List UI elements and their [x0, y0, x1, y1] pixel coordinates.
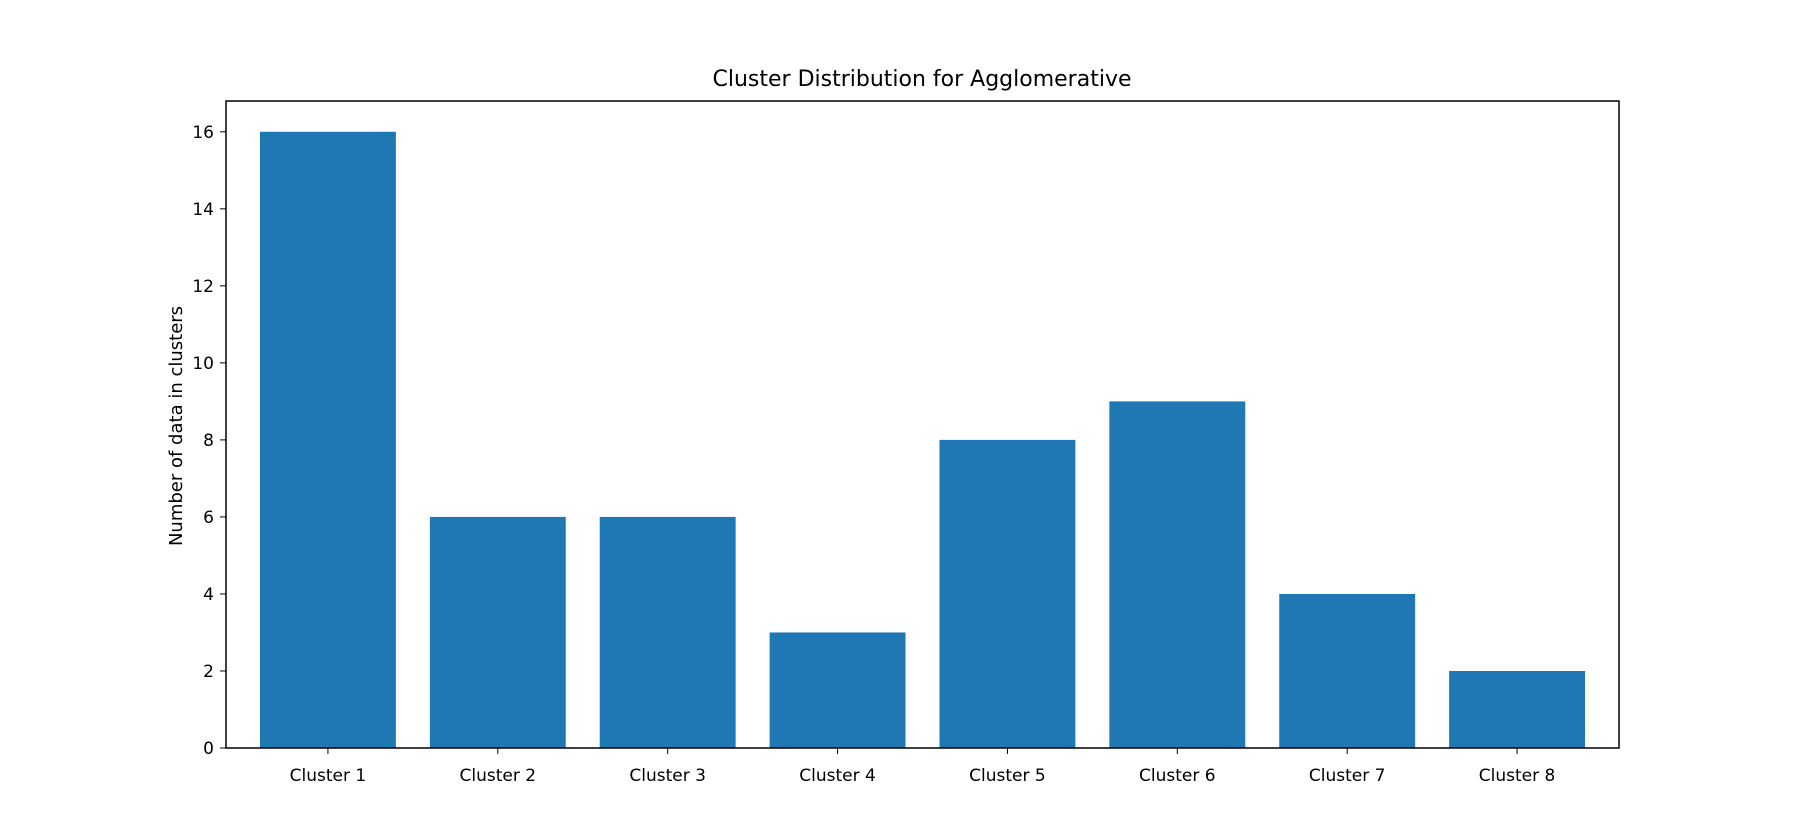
x-tick-label: Cluster 3 [629, 766, 706, 786]
x-axis-ticks: Cluster 1 Cluster 2 Cluster 3 Cluster 4 Clus… [290, 748, 1556, 786]
y-tick-label: 2 [203, 662, 214, 682]
bar-3 [599, 516, 736, 748]
bar-5 [939, 439, 1076, 748]
y-tick-label: 16 [192, 123, 214, 143]
y-tick-label: 6 [203, 508, 214, 528]
bar-8 [1449, 670, 1586, 748]
x-tick-label: Cluster 6 [1139, 766, 1216, 786]
bar-2 [429, 516, 566, 748]
x-tick-label: Cluster 4 [799, 766, 876, 786]
y-tick-label: 4 [203, 585, 214, 605]
y-tick-label: 10 [192, 354, 214, 374]
y-axis-label: Number of data in clusters [166, 306, 187, 546]
plot-frame [225, 100, 1620, 749]
x-tick-label: Cluster 5 [969, 766, 1046, 786]
x-tick-label: Cluster 8 [1479, 766, 1556, 786]
y-tick-label: 0 [203, 739, 214, 759]
x-tick-label: Cluster 1 [290, 766, 367, 786]
bars-group [259, 131, 1586, 749]
bar-4 [769, 632, 906, 748]
y-tick-label: 14 [192, 200, 214, 220]
bar-7 [1279, 593, 1416, 748]
y-axis-ticks: 0 2 4 6 8 10 12 14 16 [192, 123, 226, 759]
chart-title: Cluster Distribution for Agglomerative [713, 67, 1132, 92]
bar-6 [1109, 401, 1246, 748]
x-tick-label: Cluster 7 [1309, 766, 1386, 786]
x-tick-label: Cluster 2 [460, 766, 537, 786]
y-tick-label: 8 [203, 431, 214, 451]
bar-1 [259, 131, 396, 749]
y-tick-label: 12 [192, 277, 214, 297]
